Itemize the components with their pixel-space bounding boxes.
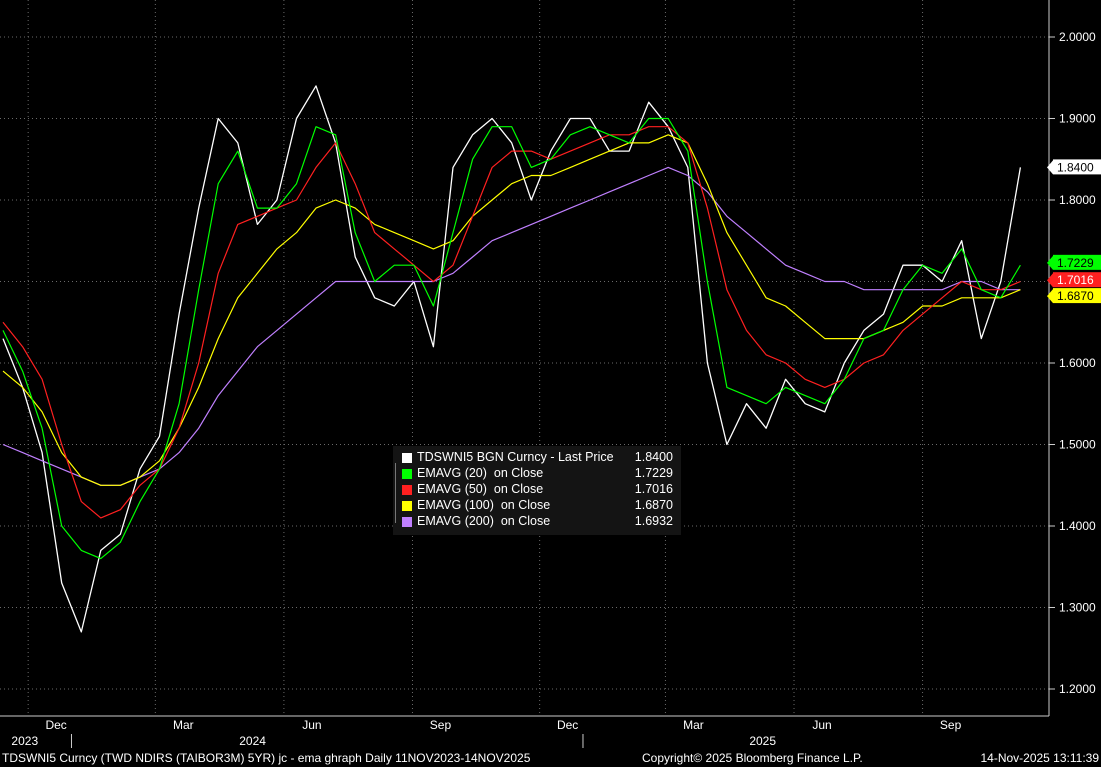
legend-label: EMAVG (20) on Close — [417, 466, 544, 480]
footer-ticker-description: TDSWNI5 Curncy (TWD NDIRS (TAIBOR3M) 5YR… — [2, 751, 531, 765]
legend-swatch — [402, 517, 412, 527]
x-tick-label: Jun — [302, 718, 321, 732]
x-tick-label: Sep — [940, 718, 962, 732]
value-tag-label: 1.7229 — [1057, 256, 1094, 270]
legend-value: 1.6932 — [634, 514, 673, 528]
legend-row-ema50: EMAVG (50) on Close 1.7016 — [393, 482, 681, 498]
x-tick-label: Dec — [45, 718, 66, 732]
value-tag-label: 1.8400 — [1057, 160, 1094, 174]
x-tick-label: Mar — [683, 718, 704, 732]
value-tag — [1053, 272, 1101, 288]
y-tick-label: 1.9000 — [1059, 112, 1096, 126]
y-tick-label: 1.2000 — [1059, 682, 1096, 696]
legend-value: 1.6870 — [634, 498, 673, 512]
y-tick-label: 1.4000 — [1059, 519, 1096, 533]
legend-swatch — [402, 453, 412, 463]
legend-row-ema200: EMAVG (200) on Close 1.6932 — [393, 514, 681, 530]
value-tag-arrow — [1047, 160, 1053, 175]
legend-label: EMAVG (50) on Close — [417, 482, 544, 496]
value-tag — [1053, 159, 1101, 175]
series-line-0 — [2, 85, 1022, 633]
legend-value: 1.7016 — [634, 482, 673, 496]
y-tick-label: 1.5000 — [1059, 438, 1096, 452]
legend-swatch — [402, 485, 412, 495]
value-tag-arrow — [1047, 255, 1053, 270]
value-tag-arrow — [1047, 289, 1053, 304]
legend-label: EMAVG (200) on Close — [417, 514, 551, 528]
legend-swatch — [402, 501, 412, 511]
y-tick-label: 1.3000 — [1059, 601, 1096, 615]
x-year-label: 2025 — [749, 734, 776, 748]
value-tag-label: 1.7016 — [1057, 273, 1094, 287]
y-tick-label: 2.0000 — [1059, 30, 1096, 44]
legend-row-ema20: EMAVG (20) on Close 1.7229 — [393, 466, 681, 482]
legend-tree-line — [395, 463, 400, 523]
chart-footer: TDSWNI5 Curncy (TWD NDIRS (TAIBOR3M) 5YR… — [0, 748, 1101, 767]
value-tag-arrow — [1047, 273, 1053, 288]
value-tag — [1053, 254, 1101, 270]
x-year-label: 2024 — [239, 734, 266, 748]
value-tag — [1053, 288, 1101, 304]
x-tick-label: Mar — [173, 718, 194, 732]
series-line-1 — [2, 117, 1021, 560]
x-tick-label: Jun — [812, 718, 831, 732]
x-tick-label: Dec — [557, 718, 578, 732]
legend-value: 1.8400 — [634, 450, 673, 464]
footer-copyright: Copyright© 2025 Bloomberg Finance L.P. — [642, 751, 863, 765]
series-line-2 — [2, 126, 1021, 519]
legend-row-ema100: EMAVG (100) on Close 1.6870 — [393, 498, 681, 514]
series-line-4 — [2, 166, 1021, 486]
legend-row-last-price: TDSWNI5 BGN Curncy - Last Price 1.8400 — [393, 450, 681, 466]
footer-timestamp: 14-Nov-2025 13:11:39 — [980, 751, 1099, 765]
y-tick-label: 1.8000 — [1059, 193, 1096, 207]
legend-swatch — [402, 469, 412, 479]
x-year-label: 2023 — [11, 734, 38, 748]
price-chart: 1.20001.30001.40001.50001.60001.70001.80… — [0, 0, 1101, 748]
legend-label: EMAVG (100) on Close — [417, 498, 551, 512]
value-tag-label: 1.6870 — [1057, 289, 1094, 303]
legend-value: 1.7229 — [634, 466, 673, 480]
y-tick-label: 1.6000 — [1059, 356, 1096, 370]
chart-legend: TDSWNI5 BGN Curncy - Last Price 1.8400 E… — [393, 446, 681, 535]
series-line-3 — [2, 134, 1021, 486]
legend-label: TDSWNI5 BGN Curncy - Last Price — [417, 450, 614, 464]
x-tick-label: Sep — [430, 718, 452, 732]
